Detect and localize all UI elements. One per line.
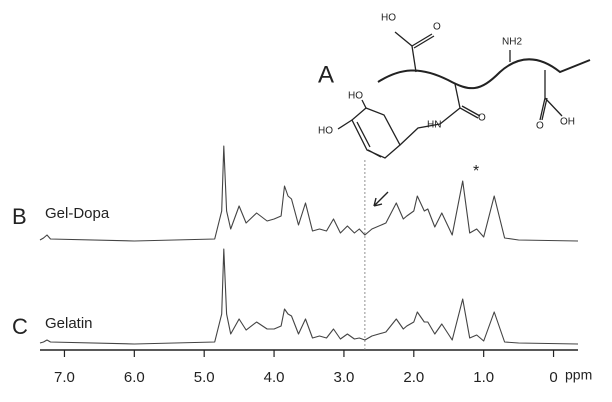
atom-label: HO: [348, 91, 363, 102]
backbone: [377, 58, 591, 90]
atom-label: HO: [381, 13, 396, 24]
x-tick-label: 0: [549, 369, 557, 386]
atom-label: OH: [560, 117, 575, 128]
x-tick-label: 3.0: [334, 369, 355, 386]
acid-right: [539, 70, 563, 121]
atom-label: NH2: [502, 37, 522, 48]
structure: [337, 31, 591, 159]
x-tick-label: 5.0: [194, 369, 215, 386]
ring: [351, 107, 401, 159]
panel-label: C: [12, 314, 28, 339]
panel-label: B: [12, 204, 27, 229]
atom-label: HO: [318, 126, 333, 137]
x-tick-label: 6.0: [124, 369, 145, 386]
amide: [439, 83, 481, 125]
spectrum: [39, 145, 579, 242]
hydroxyls: [337, 99, 367, 130]
series-label: Gelatin: [45, 315, 93, 332]
x-tick-label: 1.0: [473, 369, 494, 386]
acid-top: [394, 31, 435, 73]
x-tick-label: 2.0: [403, 369, 424, 386]
spectrum: [39, 248, 579, 345]
atom-label: O: [478, 113, 486, 124]
arrow: [373, 191, 389, 207]
x-axis-label: ppm: [565, 367, 592, 383]
series-label: Gel-Dopa: [45, 205, 110, 222]
panel-label: A: [318, 61, 334, 88]
x-tick-label: 4.0: [264, 369, 285, 386]
marker: *: [473, 163, 479, 180]
x-tick-label: 7.0: [54, 369, 75, 386]
atom-label: O: [433, 22, 441, 33]
ethyl: [399, 123, 441, 146]
atom-label: HN: [427, 120, 441, 131]
atom-label: O: [536, 121, 544, 132]
